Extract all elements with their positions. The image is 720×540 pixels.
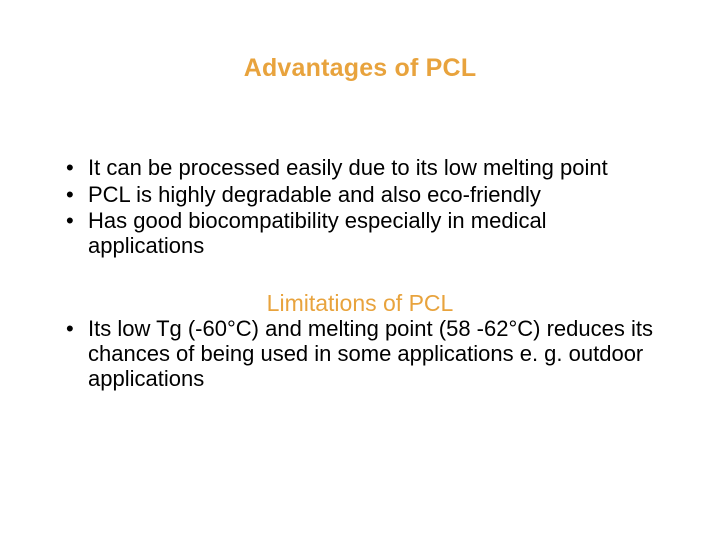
list-item: Has good biocompatibility especially in …: [58, 209, 662, 258]
list-item: Its low Tg (-60°C) and melting point (58…: [58, 317, 662, 391]
limitations-list: Its low Tg (-60°C) and melting point (58…: [58, 317, 662, 391]
slide-body: It can be processed easily due to its lo…: [58, 156, 662, 393]
subheading-limitations: Limitations of PCL: [58, 291, 662, 317]
advantages-list: It can be processed easily due to its lo…: [58, 156, 662, 259]
slide-title: Advantages of PCL: [0, 54, 720, 83]
list-item: PCL is highly degradable and also eco-fr…: [58, 183, 662, 208]
slide: Advantages of PCL It can be processed ea…: [0, 0, 720, 540]
list-item: It can be processed easily due to its lo…: [58, 156, 662, 181]
